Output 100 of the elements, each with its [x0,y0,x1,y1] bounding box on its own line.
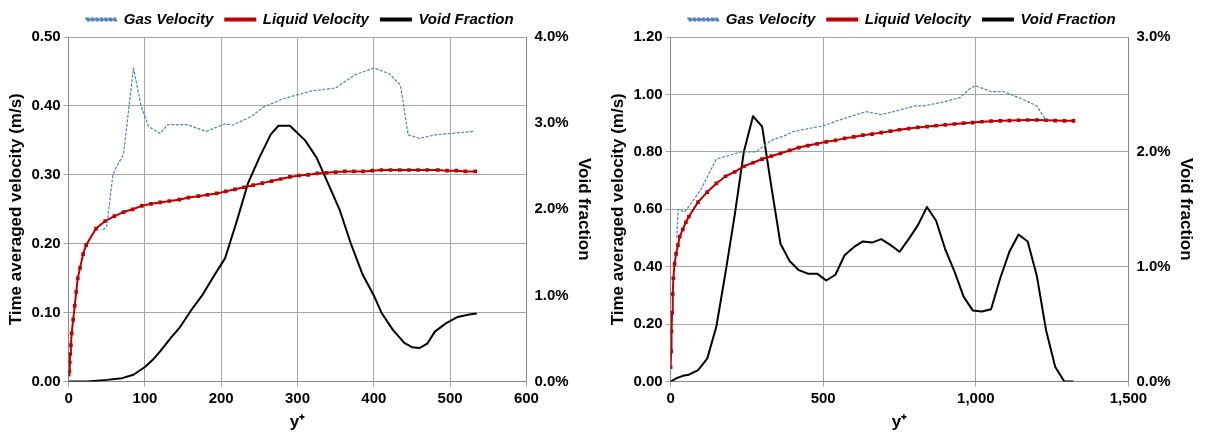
point [751,160,755,165]
x-axis-title: y⁺ [289,412,306,432]
y-tick-label: 0.10 [31,302,61,320]
point [407,168,411,172]
x-tick-label: 1,500 [1109,388,1148,406]
point [943,123,948,127]
point [684,220,688,225]
x-tick-label: 400 [361,388,387,406]
point [78,266,82,270]
point [989,119,993,123]
y-tick-label: 0.40 [633,256,663,274]
point [436,168,440,172]
point [251,183,256,188]
legend-label: Liquid Velocity [262,9,370,27]
y2-axis-title: Void fraction [575,157,595,261]
y2-tick-label: 3.0% [1136,27,1171,45]
point [425,168,430,172]
point [196,194,201,199]
y2-tick-label: 2.0% [1136,142,1171,160]
y2-tick-label: 0.0% [534,371,569,389]
x-tick-label: 500 [810,388,836,406]
y-tick-label: 0.20 [633,314,663,332]
y-tick-label: 0.40 [31,96,61,114]
y-tick-label: 0.50 [31,27,61,45]
point [670,310,674,315]
point [68,352,72,356]
point [705,190,710,194]
x-tick-label: 600 [513,388,539,406]
x-axis-title: y⁺ [891,412,908,432]
point [81,252,85,256]
point [1035,118,1039,122]
point [824,139,829,144]
y2-tick-label: 2.0% [534,199,569,217]
legend-label: Void Fraction [1020,9,1116,27]
point [1025,118,1030,122]
point [760,157,764,161]
point [149,201,153,206]
x-tick-label: 200 [208,388,234,406]
x-tick-label: 100 [132,388,158,406]
point [769,154,774,159]
legend-label: Gas Velocity [123,9,214,27]
y-axis-title: Time averaged velocity (m/s) [607,93,627,326]
y-tick-label: 0.60 [633,199,663,217]
point [130,207,135,212]
legend-label: Void Fraction [418,9,514,27]
point [306,173,311,177]
point [851,135,856,139]
point [861,133,865,138]
y-tick-label: 1.00 [633,84,663,102]
y2-tick-label: 1.0% [534,285,569,303]
y-tick-label: 0.00 [31,371,61,389]
x-tick-label: 500 [437,388,463,406]
point [75,276,80,281]
point [167,199,172,203]
point [416,168,420,172]
y-tick-label: 0.00 [633,371,663,389]
x-tick-label: 0 [64,388,73,406]
point [72,303,77,308]
point [84,243,88,247]
point [980,119,984,124]
point [288,175,292,179]
point [742,164,746,169]
point [233,187,237,192]
y-tick-label: 0.80 [633,142,663,160]
point [454,168,459,173]
point [674,251,678,256]
point [278,177,283,181]
point [445,168,449,173]
point [1062,119,1067,123]
x-tick-label: 0 [666,388,675,406]
y2-tick-label: 1.0% [1136,256,1171,274]
point [140,204,144,208]
point [670,292,675,296]
y-tick-label: 1.20 [633,27,663,45]
point [370,168,375,173]
y2-tick-label: 0.0% [1136,371,1171,389]
point [815,141,819,146]
y-axis-title: Time averaged velocity (m/s) [5,93,25,326]
point [103,219,108,223]
y2-axis-title: Void fraction [1177,157,1197,261]
point [696,200,700,204]
point [397,168,402,172]
line-series [676,85,1047,239]
point [676,243,680,248]
y-tick-label: 0.30 [31,164,61,182]
x-tick-label: 300 [284,388,311,406]
point [69,343,73,347]
point [870,132,874,136]
line-series [102,67,474,231]
point [68,360,72,365]
point [998,119,1003,123]
y2-tick-label: 3.0% [534,113,569,131]
point [74,290,79,294]
legend-label: Gas Velocity [725,9,816,27]
point [732,170,737,174]
point [242,185,246,190]
y2-tick-label: 4.0% [534,27,569,45]
y-tick-label: 0.20 [31,233,61,251]
point [934,123,938,128]
legend-label: Liquid Velocity [864,9,972,27]
